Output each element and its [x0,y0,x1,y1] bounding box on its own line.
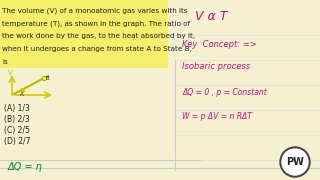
Text: Isobaric process: Isobaric process [182,62,250,71]
Text: Key  Concept: =>: Key Concept: => [182,40,257,49]
Text: (D) 2/7: (D) 2/7 [4,137,30,146]
Text: when it undergoes a change from state A to State B,: when it undergoes a change from state A … [2,46,192,52]
FancyBboxPatch shape [0,0,168,68]
Text: the work done by the gas, to the heat absorbed by it,: the work done by the gas, to the heat ab… [2,33,195,39]
Text: W = p ΔV = n RΔT: W = p ΔV = n RΔT [182,112,252,121]
Text: is: is [2,59,8,65]
Text: B: B [46,75,50,80]
Text: PW: PW [286,157,304,167]
Text: A: A [20,92,24,97]
Text: (B) 2/3: (B) 2/3 [4,115,30,124]
Text: ΔQ = η: ΔQ = η [8,162,43,172]
Circle shape [280,147,310,177]
Text: V: V [8,70,12,76]
Text: ΔQ = 0 , p = Constant: ΔQ = 0 , p = Constant [182,88,267,97]
Text: The volume (V) of a monoatomic gas varies with its: The volume (V) of a monoatomic gas varie… [2,7,188,14]
Text: (A) 1/3: (A) 1/3 [4,104,30,113]
Text: (C) 2/5: (C) 2/5 [4,126,30,135]
Text: V α T: V α T [195,10,228,23]
Text: temperature (T), as shown in the graph. The ratio of: temperature (T), as shown in the graph. … [2,20,190,26]
Circle shape [282,149,308,175]
